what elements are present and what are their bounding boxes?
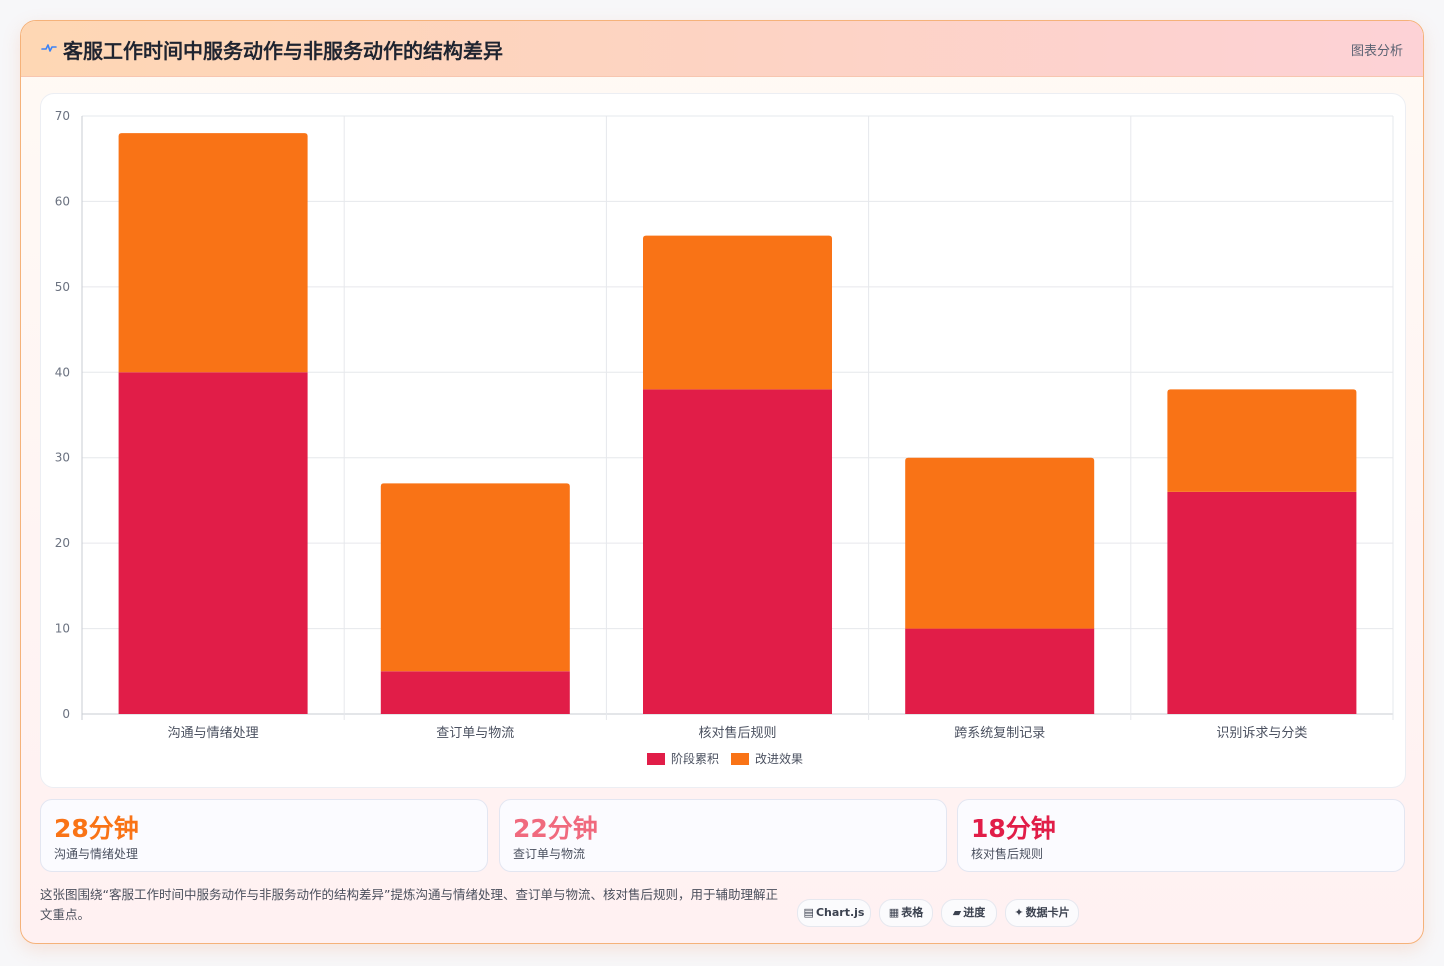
chip-label: Chart.js: [815, 906, 865, 919]
bar-segment: [643, 235, 832, 390]
x-tick-label: 沟通与情绪处理: [168, 726, 259, 741]
y-tick-label: 0: [62, 707, 70, 721]
kpi-value: 22分钟: [513, 814, 598, 843]
legend-swatch: [647, 753, 665, 765]
kpi-card-2: 22分钟 查订单与物流: [499, 799, 947, 872]
bar-segment: [380, 671, 570, 714]
chart-card: 客服工作时间中服务动作与非服务动作的结构差异 图表分析 0 10 20 30 40 50 6…: [20, 20, 1424, 944]
bar-segment: [118, 372, 308, 714]
kpi-value: 28分钟: [54, 814, 139, 843]
chip-data-cards[interactable]: ✦ 数据卡片: [1005, 899, 1079, 927]
chart-icon: ▤: [803, 906, 814, 919]
chip-label: 表格: [901, 906, 924, 919]
kpi-label: 查订单与物流: [513, 847, 586, 861]
legend-swatch: [731, 753, 749, 765]
bar-segment: [905, 628, 1095, 714]
legend-label: 改进效果: [755, 751, 803, 766]
x-tick-label: 识别诉求与分类: [1216, 726, 1307, 741]
x-tick-label: 查订单与物流: [436, 726, 514, 741]
bar-segment: [118, 133, 308, 373]
chip-progress[interactable]: ▰ 进度: [941, 899, 997, 927]
legend-label: 阶段累积: [671, 751, 719, 766]
y-tick-label: 60: [55, 194, 70, 208]
x-tick-label: 核对售后规则: [698, 725, 776, 741]
kpi-card-1: 28分钟 沟通与情绪处理: [40, 799, 488, 872]
sparkle-icon: ✦: [1014, 906, 1024, 919]
kpi-value: 18分钟: [971, 814, 1056, 843]
bar-segment: [380, 483, 570, 672]
chip-table[interactable]: ▦ 表格: [879, 899, 933, 927]
bar-segment: [1167, 491, 1357, 714]
y-tick-label: 70: [55, 109, 70, 123]
chart-footnote: 这张图围绕“客服工作时间中服务动作与非服务动作的结构差异”提炼沟通与情绪处理、查…: [40, 887, 778, 922]
chip-label: 进度: [963, 906, 986, 919]
bar-segment: [1167, 389, 1357, 492]
page-title: 客服工作时间中服务动作与非服务动作的结构差异: [63, 39, 503, 63]
chip-label: 数据卡片: [1025, 906, 1070, 919]
kpi-label: 沟通与情绪处理: [54, 847, 139, 861]
y-tick-label: 50: [55, 280, 70, 294]
progress-icon: ▰: [952, 906, 962, 919]
pulse-icon: [41, 44, 57, 52]
table-icon: ▦: [888, 906, 900, 919]
chart-panel: 0 10 20 30 40 50 60 70 沟通与情绪处理 查订单与物流 核对售后规则 跨系统复制记…: [40, 93, 1406, 788]
bar-segment: [905, 457, 1095, 629]
chart-analysis-tag: 图表分析: [1350, 44, 1403, 59]
y-tick-label: 20: [55, 536, 70, 550]
bar-segment: [643, 389, 832, 714]
kpi-card-3: 18分钟 核对售后规则: [957, 799, 1405, 872]
chip-chartjs[interactable]: ▤ Chart.js: [797, 899, 871, 927]
y-tick-label: 30: [55, 451, 70, 465]
y-tick-label: 10: [55, 622, 70, 636]
kpi-label: 核对售后规则: [971, 847, 1044, 861]
stacked-bar-chart: 0 10 20 30 40 50 60 70 沟通与情绪处理 查订单与物流 核对售后规则 跨系统复制记…: [55, 109, 1394, 766]
y-tick-label: 40: [55, 365, 70, 379]
x-tick-label: 跨系统复制记录: [954, 726, 1045, 741]
card-header: 客服工作时间中服务动作与非服务动作的结构差异 图表分析: [21, 21, 1423, 77]
